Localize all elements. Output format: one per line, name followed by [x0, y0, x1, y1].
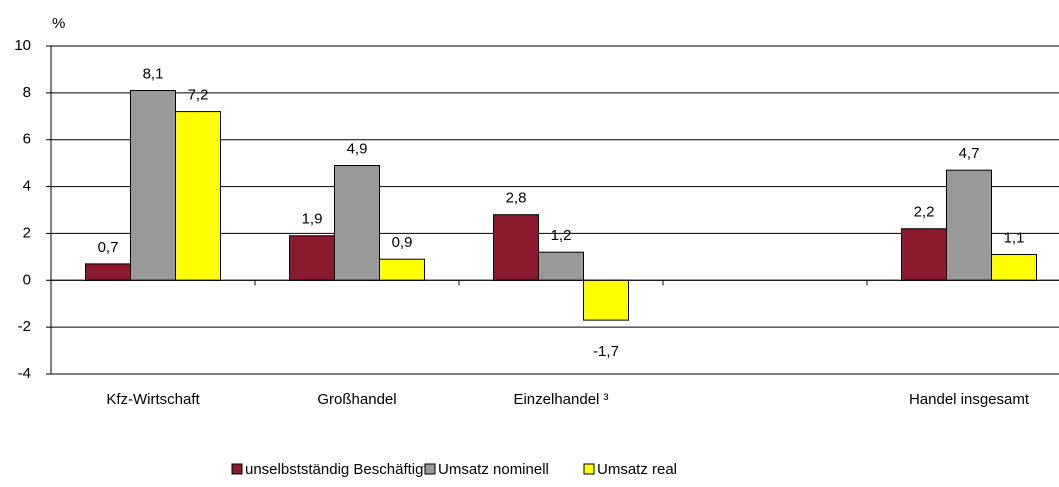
- bar: [85, 263, 131, 281]
- data-label: -1,7: [593, 343, 619, 360]
- data-label: 1,1: [1004, 229, 1025, 246]
- y-tick-label: 8: [23, 84, 31, 101]
- x-tick-label: Kfz-Wirtschaft: [106, 391, 200, 408]
- legend-label: unselbstständig Beschäftigte: [245, 461, 436, 478]
- bar: [289, 235, 335, 281]
- y-tick-label: 6: [23, 131, 31, 148]
- data-label: 2,8: [506, 190, 527, 207]
- data-label: 4,9: [347, 140, 368, 157]
- bar: [583, 279, 629, 321]
- y-tick-label: 2: [23, 224, 31, 241]
- y-tick-label: -4: [18, 365, 31, 382]
- data-label: 1,9: [302, 211, 323, 228]
- data-label: 2,2: [914, 204, 935, 221]
- bar: [538, 251, 584, 281]
- y-tick-label: -2: [18, 318, 31, 335]
- data-label: 7,2: [188, 87, 209, 104]
- bar: [946, 169, 992, 281]
- legend-label: Umsatz real: [597, 461, 677, 478]
- bar: [334, 164, 380, 281]
- data-label: 4,7: [959, 145, 980, 162]
- data-label: 8,1: [143, 65, 164, 82]
- y-axis-label: %: [52, 15, 65, 32]
- y-tick-label: 10: [14, 37, 31, 54]
- legend-swatch: [583, 463, 595, 475]
- y-tick-label: 4: [23, 178, 31, 195]
- bar: [130, 90, 176, 281]
- bar: [379, 258, 425, 281]
- bar: [493, 214, 539, 281]
- bar: [901, 228, 947, 281]
- x-tick-label: Einzelhandel ³: [513, 391, 608, 408]
- legend-swatch: [231, 463, 243, 475]
- data-label: 0,7: [98, 239, 119, 256]
- data-label: 0,9: [392, 234, 413, 251]
- bar: [991, 254, 1037, 281]
- x-tick-label: Handel insgesamt: [909, 391, 1030, 408]
- x-tick-label: Großhandel: [317, 391, 396, 408]
- y-tick-label: 0: [23, 271, 31, 288]
- bar: [175, 111, 221, 281]
- legend-swatch: [424, 463, 436, 475]
- legend-label: Umsatz nominell: [438, 461, 549, 478]
- data-label: 1,2: [551, 227, 572, 244]
